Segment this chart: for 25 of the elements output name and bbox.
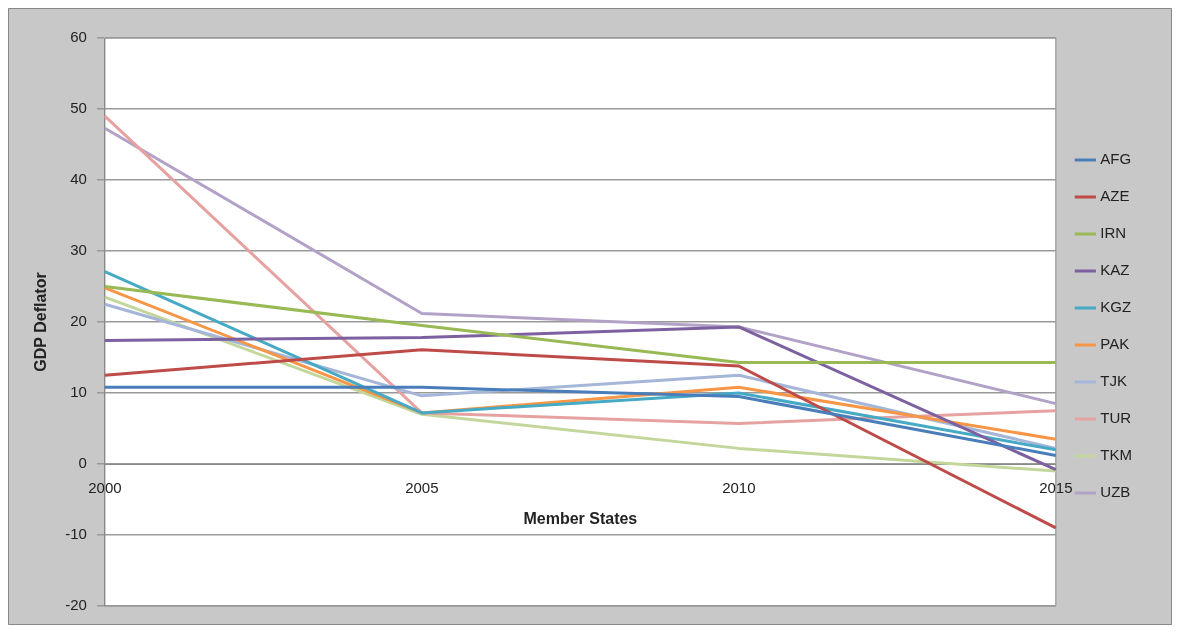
y-tick-label: 50	[70, 99, 87, 117]
y-tick-label: 60	[70, 28, 87, 46]
legend-label: TKM	[1100, 446, 1133, 464]
x-tick-label: 2000	[88, 479, 122, 497]
x-axis-title: Member States	[523, 510, 638, 528]
legend-label: IRN	[1100, 224, 1127, 242]
y-tick-label: 0	[78, 454, 87, 472]
legend-label: TUR	[1100, 409, 1132, 427]
legend-label: TJK	[1100, 372, 1128, 390]
x-tick-label: 2015	[1039, 479, 1073, 497]
y-tick-label: 30	[70, 241, 87, 259]
legend-label: KAZ	[1100, 261, 1130, 279]
legend-label: UZB	[1100, 483, 1131, 501]
x-tick-label: 2005	[405, 479, 439, 497]
legend-label: AZE	[1100, 187, 1130, 205]
x-tick-label: 2010	[722, 479, 756, 497]
y-tick-label: 10	[70, 383, 87, 401]
legend-label: KGZ	[1100, 298, 1132, 316]
y-axis-title: GDP Deflator	[32, 272, 50, 372]
y-tick-label: -10	[65, 525, 87, 543]
y-tick-label: 20	[70, 312, 87, 330]
legend-label: PAK	[1100, 335, 1130, 353]
legend-label: AFG	[1100, 150, 1132, 168]
y-tick-label: -20	[65, 596, 87, 614]
y-tick-label: 40	[70, 170, 87, 188]
